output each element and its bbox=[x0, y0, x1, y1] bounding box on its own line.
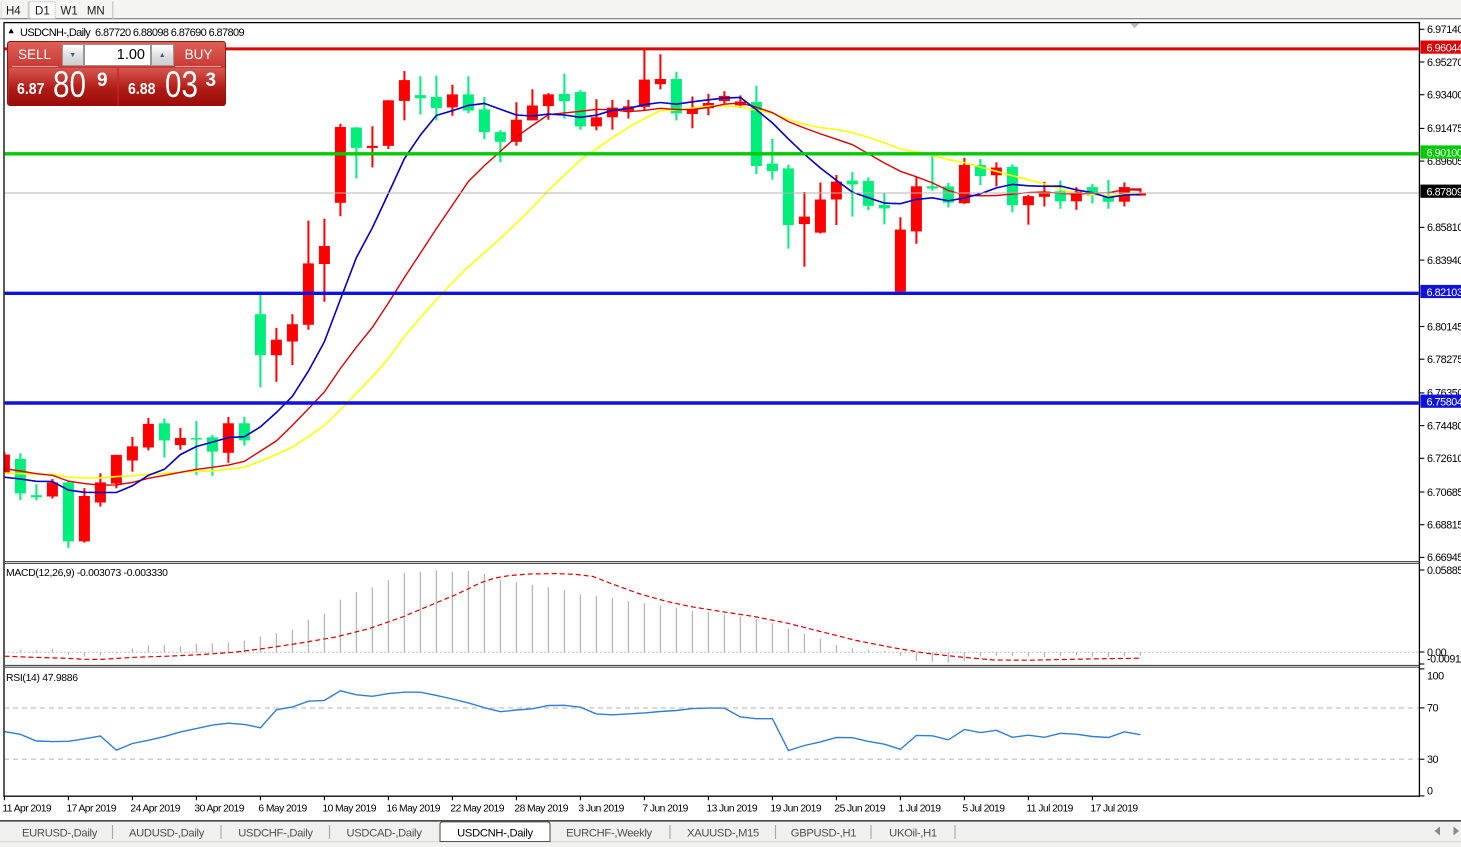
svg-text:0.058851: 0.058851 bbox=[1427, 565, 1461, 577]
svg-text:6.78275: 6.78275 bbox=[1427, 354, 1461, 366]
svg-text:6.82103: 6.82103 bbox=[1427, 287, 1461, 299]
svg-text:AUDUSD-,Daily: AUDUSD-,Daily bbox=[129, 827, 205, 839]
svg-text:17 Jul 2019: 17 Jul 2019 bbox=[1090, 803, 1138, 814]
svg-text:6.74480: 6.74480 bbox=[1427, 420, 1461, 432]
svg-text:19 Jun 2019: 19 Jun 2019 bbox=[770, 803, 821, 814]
svg-text:22 May 2019: 22 May 2019 bbox=[450, 803, 504, 814]
svg-text:RSI(14) 47.9886: RSI(14) 47.9886 bbox=[6, 673, 78, 684]
svg-text:6.95270: 6.95270 bbox=[1427, 57, 1461, 69]
svg-text:6.83940: 6.83940 bbox=[1427, 255, 1461, 267]
svg-text:USDCNH-,Daily: USDCNH-,Daily bbox=[457, 827, 533, 839]
svg-text:XAUUSD-,M15: XAUUSD-,M15 bbox=[687, 827, 759, 839]
svg-text:17 Apr 2019: 17 Apr 2019 bbox=[66, 803, 116, 814]
svg-text:6 May 2019: 6 May 2019 bbox=[258, 803, 307, 814]
svg-text:11 Jul 2019: 11 Jul 2019 bbox=[1026, 803, 1073, 814]
svg-text:D1: D1 bbox=[35, 6, 50, 18]
svg-text:6.85810: 6.85810 bbox=[1427, 222, 1461, 234]
svg-text:5 Jul 2019: 5 Jul 2019 bbox=[962, 803, 1005, 814]
svg-text:0.00: 0.00 bbox=[1427, 647, 1447, 659]
svg-text:W1: W1 bbox=[60, 6, 77, 18]
svg-text:6.80145: 6.80145 bbox=[1427, 321, 1461, 333]
svg-text:7 Jun 2019: 7 Jun 2019 bbox=[642, 803, 688, 814]
svg-text:30 Apr 2019: 30 Apr 2019 bbox=[194, 803, 244, 814]
svg-text:6.93400: 6.93400 bbox=[1427, 90, 1461, 102]
svg-text:6.68815: 6.68815 bbox=[1427, 520, 1461, 532]
svg-text:6.97140: 6.97140 bbox=[1427, 24, 1461, 36]
svg-text:-0.009116: -0.009116 bbox=[1427, 653, 1461, 665]
svg-text:6.87809: 6.87809 bbox=[1427, 187, 1461, 199]
svg-text:13 Jun 2019: 13 Jun 2019 bbox=[706, 803, 757, 814]
svg-text:25 Jun 2019: 25 Jun 2019 bbox=[834, 803, 885, 814]
svg-text:6.96044: 6.96044 bbox=[1427, 43, 1461, 55]
svg-text:70: 70 bbox=[1427, 703, 1439, 715]
svg-text:USDCHF-,Daily: USDCHF-,Daily bbox=[238, 827, 313, 839]
svg-text:16 May 2019: 16 May 2019 bbox=[386, 803, 440, 814]
svg-text:6.91475: 6.91475 bbox=[1427, 123, 1461, 135]
svg-text:24 Apr 2019: 24 Apr 2019 bbox=[130, 803, 180, 814]
svg-text:USDCNH-,Daily 6.87720 6.88098: USDCNH-,Daily 6.87720 6.88098 6.87690 6.… bbox=[20, 27, 245, 39]
svg-text:28 May 2019: 28 May 2019 bbox=[514, 803, 568, 814]
svg-text:6.90100: 6.90100 bbox=[1427, 147, 1461, 159]
svg-text:6.72610: 6.72610 bbox=[1427, 453, 1461, 465]
svg-text:EURCHF-,Weekly: EURCHF-,Weekly bbox=[566, 827, 652, 839]
svg-text:30: 30 bbox=[1427, 754, 1439, 766]
svg-text:MACD(12,26,9) -0.003073 -0.003: MACD(12,26,9) -0.003073 -0.003330 bbox=[6, 568, 168, 579]
svg-text:MN: MN bbox=[87, 6, 105, 18]
svg-text:6.75804: 6.75804 bbox=[1427, 397, 1461, 409]
svg-text:H4: H4 bbox=[6, 6, 21, 18]
svg-text:6.66945: 6.66945 bbox=[1427, 552, 1461, 564]
svg-text:EURUSD-,Daily: EURUSD-,Daily bbox=[22, 827, 98, 839]
svg-text:1 Jul 2019: 1 Jul 2019 bbox=[898, 803, 941, 814]
svg-text:6.89605: 6.89605 bbox=[1427, 156, 1461, 168]
svg-text:GBPUSD-,H1: GBPUSD-,H1 bbox=[791, 827, 856, 839]
svg-text:6.70685: 6.70685 bbox=[1427, 487, 1461, 499]
svg-text:100: 100 bbox=[1427, 671, 1444, 683]
svg-text:USDCAD-,Daily: USDCAD-,Daily bbox=[346, 827, 422, 839]
svg-text:11 Apr 2019: 11 Apr 2019 bbox=[2, 803, 52, 814]
svg-text:0: 0 bbox=[1427, 785, 1433, 797]
svg-text:3 Jun 2019: 3 Jun 2019 bbox=[578, 803, 624, 814]
svg-text:10 May 2019: 10 May 2019 bbox=[322, 803, 376, 814]
svg-text:UKOil-,H1: UKOil-,H1 bbox=[889, 827, 937, 839]
